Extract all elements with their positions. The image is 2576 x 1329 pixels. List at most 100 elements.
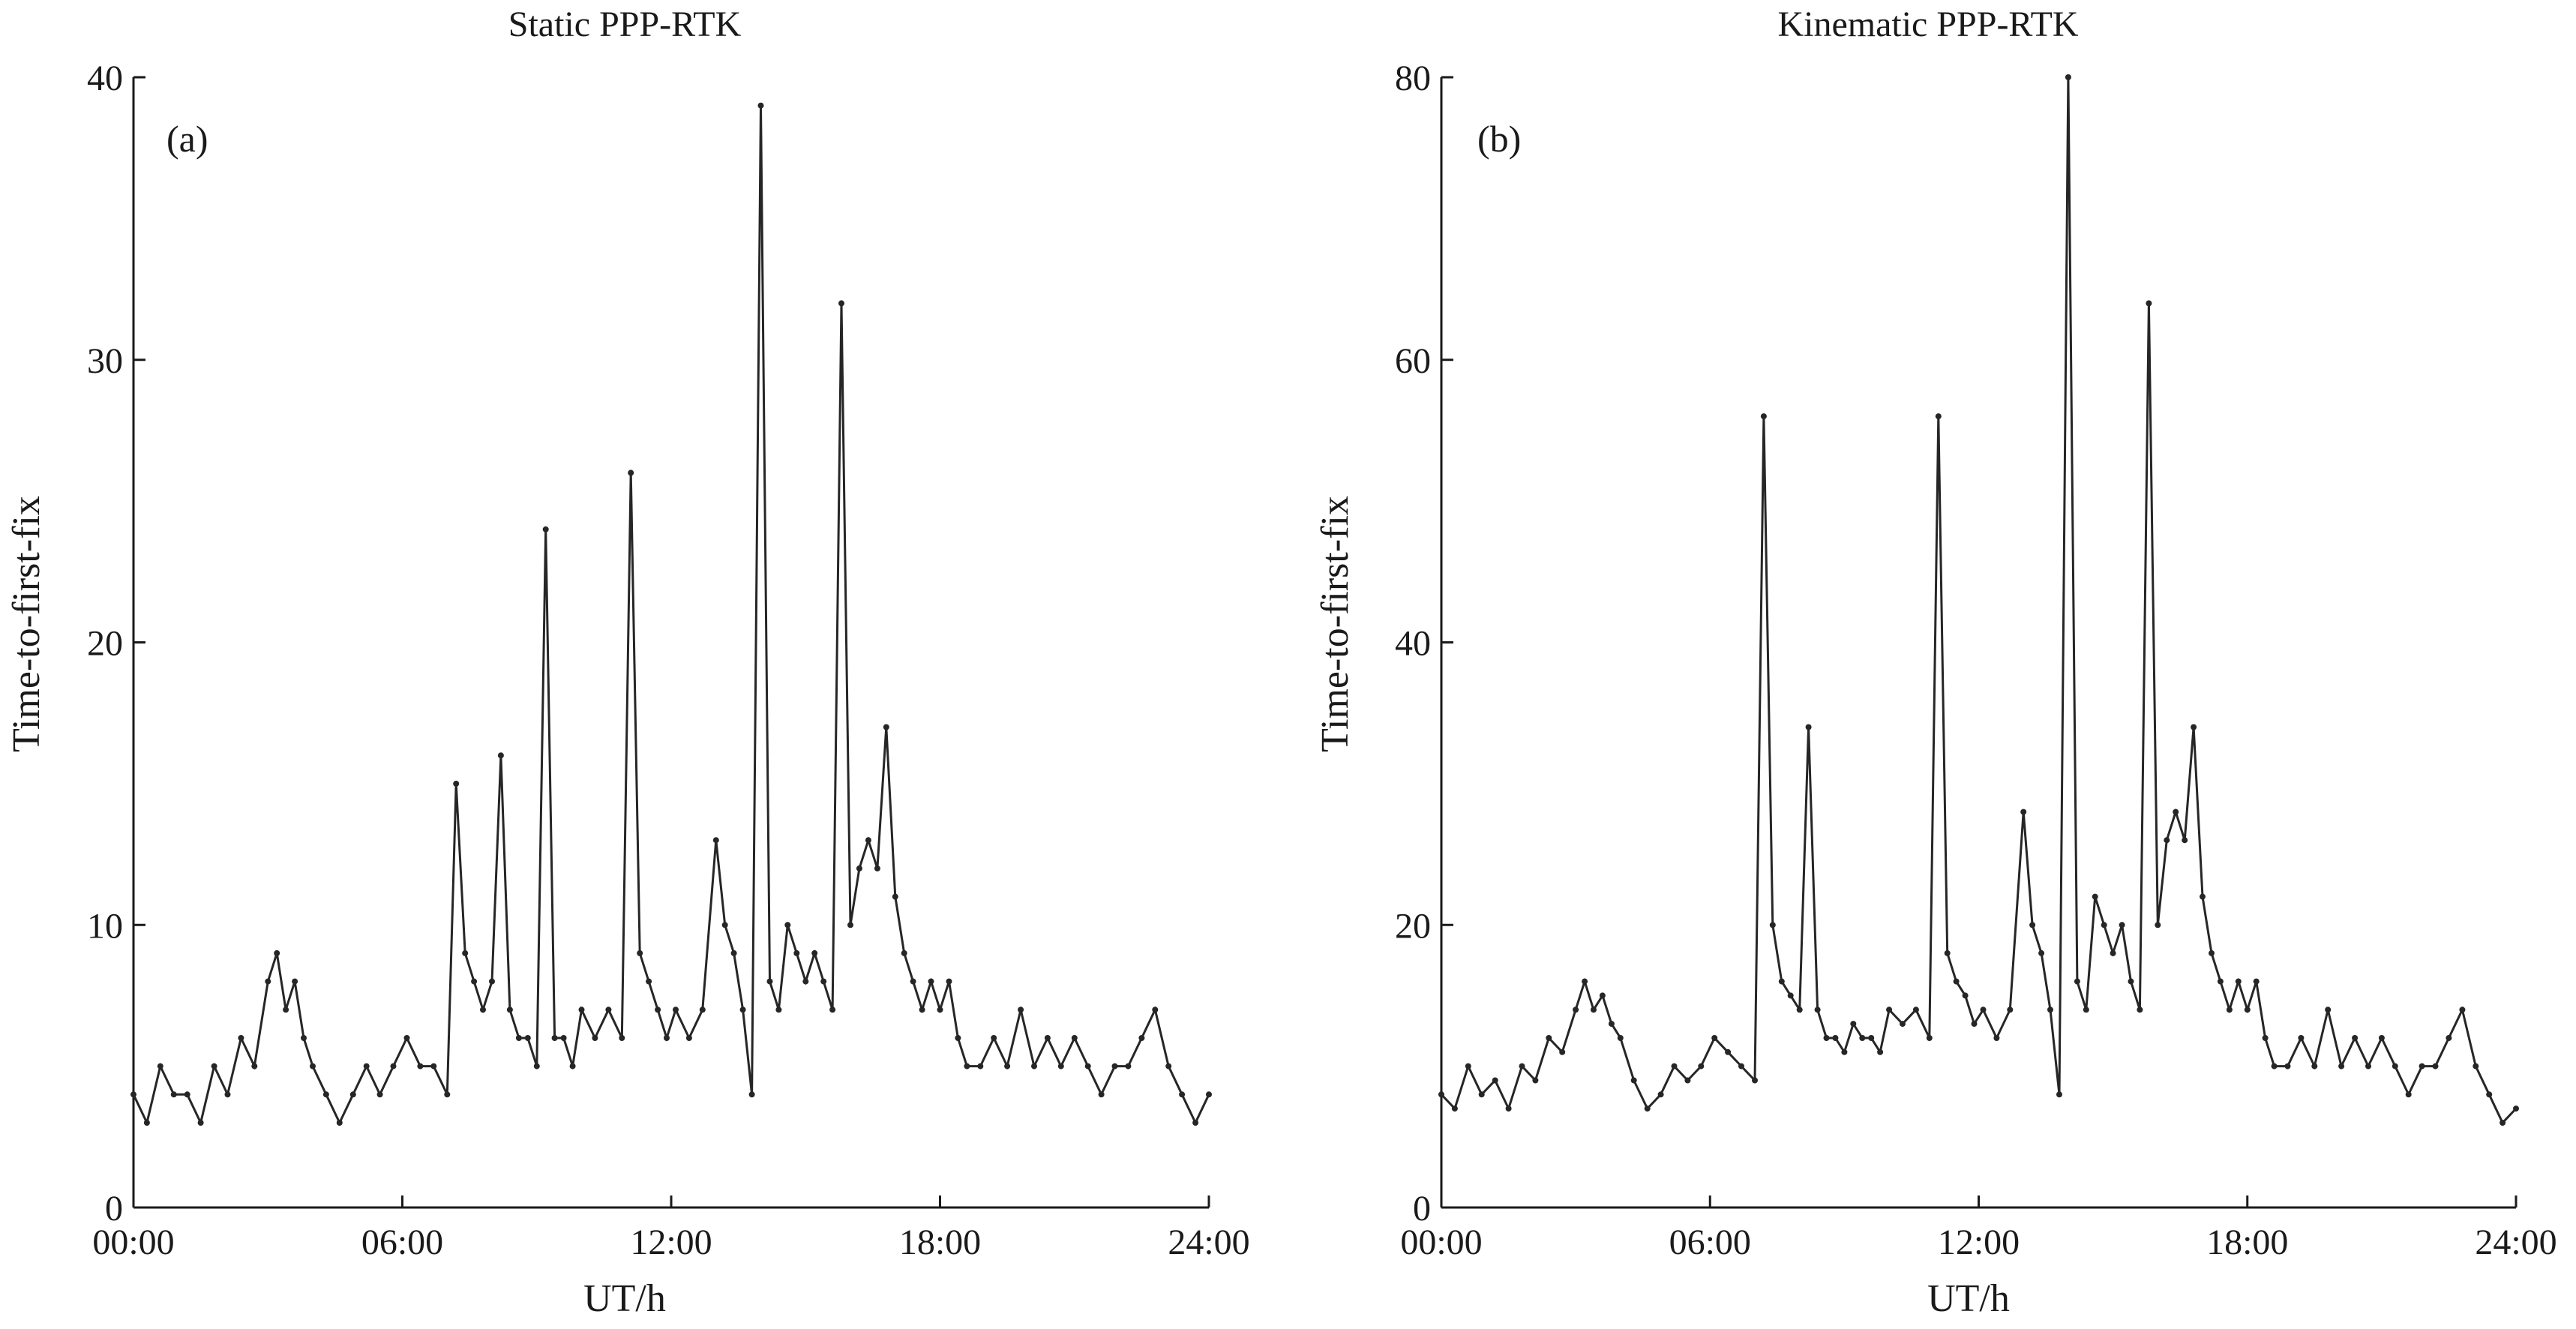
data-point [1465, 1063, 1471, 1070]
data-point [184, 1091, 190, 1098]
data-point [2325, 1006, 2332, 1013]
data-point [946, 978, 952, 985]
data-point [390, 1063, 397, 1070]
data-point [1859, 1035, 1866, 1041]
data-point [2056, 1091, 2062, 1098]
data-point [2352, 1035, 2359, 1041]
data-point [1125, 1063, 1132, 1070]
data-point [497, 752, 504, 759]
data-point [238, 1035, 244, 1041]
data-point [937, 1006, 943, 1013]
data-point [2486, 1091, 2493, 1098]
data-point [444, 1091, 451, 1098]
data-point [1057, 1063, 1064, 1070]
data-point [2432, 1063, 2439, 1070]
data-point [578, 1006, 585, 1013]
panel-label: (a) [166, 118, 208, 160]
data-point [901, 950, 907, 956]
data-point [865, 837, 871, 844]
data-point [883, 724, 889, 730]
data-point [1152, 1006, 1159, 1013]
tick-group: 0 10 20 30 40 00:00 06:00 12:00 18:00 24:00 [87, 58, 1250, 1262]
data-point [1962, 992, 1969, 999]
data-point [2209, 950, 2215, 956]
data-point [829, 1006, 836, 1013]
data-point [2513, 1106, 2519, 1112]
x-tick-label: 12:00 [630, 1222, 712, 1262]
data-point [1805, 724, 1812, 730]
data-point [533, 1063, 540, 1070]
data-point [838, 300, 844, 307]
data-point [605, 1006, 612, 1013]
data-point [2020, 808, 2027, 815]
data-point [2446, 1035, 2452, 1041]
x-tick-label: 18:00 [2206, 1222, 2288, 1262]
data-point [1438, 1091, 1444, 1098]
data-point [542, 526, 549, 532]
data-point [655, 1006, 661, 1013]
data-point [1841, 1048, 1848, 1055]
data-point [811, 950, 818, 956]
data-point [919, 1006, 925, 1013]
data-point [685, 1035, 692, 1041]
data-point [2244, 1006, 2251, 1013]
data-point [2007, 1006, 2014, 1013]
data-point [2092, 893, 2098, 900]
data-point [856, 865, 862, 872]
data-point [430, 1063, 437, 1070]
data-point [1684, 1077, 1691, 1084]
data-point [1098, 1091, 1105, 1098]
data-point [1165, 1063, 1172, 1070]
y-tick-label: 10 [87, 906, 123, 946]
data-point [1206, 1091, 1212, 1098]
data-point [1671, 1063, 1678, 1070]
data-point [1179, 1091, 1186, 1098]
data-point [2298, 1035, 2305, 1041]
data-point [2365, 1063, 2371, 1070]
y-tick-label: 40 [87, 58, 123, 98]
data-point [1814, 1006, 1821, 1013]
data-point [1698, 1063, 1705, 1070]
data-point [748, 1091, 755, 1098]
data-point [628, 470, 634, 476]
data-point [1573, 1006, 1579, 1013]
data-point [1738, 1063, 1744, 1070]
data-point [265, 978, 271, 985]
data-point [462, 950, 469, 956]
data-point [1559, 1048, 1566, 1055]
data-point [910, 978, 916, 985]
data-point [1944, 950, 1951, 956]
data-point [2500, 1120, 2506, 1126]
y-tick-label: 40 [1395, 624, 1431, 664]
data-point [2155, 922, 2161, 928]
data-point [569, 1063, 576, 1070]
data-point [802, 978, 809, 985]
data-point [739, 1006, 746, 1013]
data-point [2164, 837, 2170, 844]
data-point [2262, 1035, 2269, 1041]
y-tick-label: 0 [1413, 1189, 1431, 1228]
data-point [1044, 1035, 1051, 1041]
data-point [322, 1091, 329, 1098]
data-point [1778, 978, 1785, 985]
data-point [251, 1063, 258, 1070]
data-point [480, 1006, 486, 1013]
data-point [1582, 978, 1588, 985]
data-point [283, 1006, 289, 1013]
y-tick-label: 30 [87, 341, 123, 381]
data-point [1617, 1035, 1624, 1041]
data-point [1532, 1077, 1539, 1084]
data-point [310, 1063, 316, 1070]
data-point [1769, 922, 1776, 928]
data-point [2128, 978, 2134, 985]
data-point [1505, 1106, 1512, 1112]
data-point [1071, 1035, 1078, 1041]
data-point [515, 1035, 522, 1041]
data-point [2378, 1035, 2385, 1041]
data-point [336, 1120, 343, 1126]
data-point [757, 102, 764, 109]
data-point [1608, 1021, 1615, 1028]
data-point [2473, 1063, 2479, 1070]
data-point [847, 922, 853, 928]
x-tick-label: 12:00 [1938, 1222, 2020, 1262]
